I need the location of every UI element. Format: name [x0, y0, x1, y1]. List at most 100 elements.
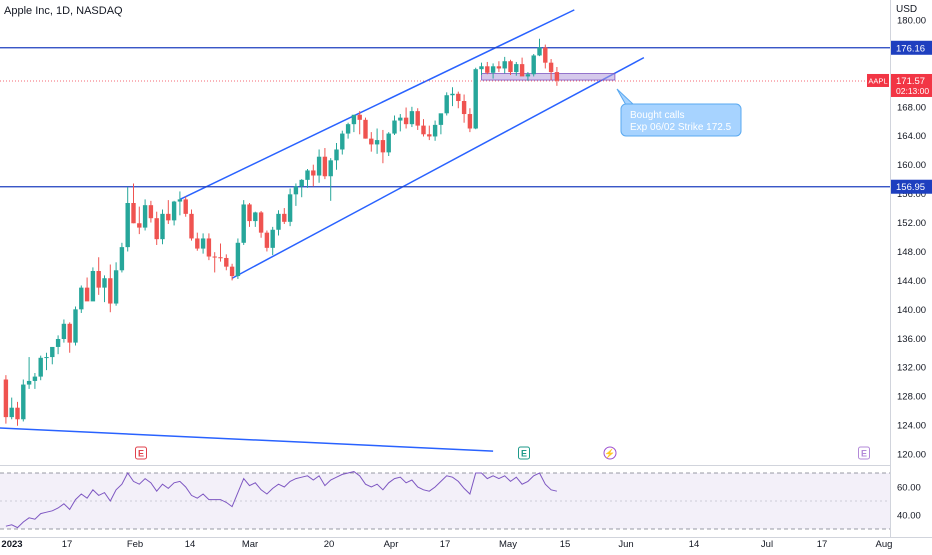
candle[interactable]	[345, 122, 351, 139]
candle[interactable]	[166, 200, 171, 224]
candle[interactable]	[235, 238, 241, 279]
candle[interactable]	[485, 61, 490, 75]
candle[interactable]	[392, 115, 397, 136]
candle[interactable]	[322, 148, 328, 180]
candle[interactable]	[554, 67, 560, 86]
candle[interactable]	[44, 352, 49, 371]
candle[interactable]	[427, 125, 432, 141]
candle[interactable]	[432, 120, 438, 141]
earnings-marker[interactable]: E	[518, 446, 530, 460]
candle[interactable]	[467, 108, 473, 133]
candle[interactable]	[502, 56, 507, 74]
candle[interactable]	[490, 63, 496, 79]
candle[interactable]	[328, 158, 333, 201]
candle[interactable]	[119, 242, 125, 273]
candle[interactable]	[224, 254, 229, 271]
candle[interactable]	[142, 199, 148, 231]
candle[interactable]	[61, 319, 67, 343]
candle[interactable]	[108, 264, 113, 313]
candle[interactable]	[79, 285, 84, 313]
candle[interactable]	[531, 53, 536, 77]
candle[interactable]	[90, 267, 96, 302]
candle[interactable]	[241, 200, 246, 245]
candle[interactable]	[183, 196, 188, 217]
candle[interactable]	[340, 130, 345, 155]
candle[interactable]	[26, 357, 32, 389]
candle[interactable]	[258, 210, 264, 238]
candle[interactable]	[177, 191, 183, 216]
trendline-3[interactable]	[0, 427, 494, 452]
candle[interactable]	[73, 306, 78, 346]
candle[interactable]	[137, 206, 142, 235]
candle[interactable]	[299, 179, 304, 198]
candle[interactable]	[206, 233, 212, 261]
candle[interactable]	[508, 59, 513, 75]
candle[interactable]	[496, 61, 502, 73]
candle[interactable]	[548, 59, 554, 81]
candle[interactable]	[229, 263, 235, 281]
candle[interactable]	[3, 375, 9, 424]
dividend-marker[interactable]: ⚡	[603, 446, 617, 460]
candle[interactable]	[316, 149, 322, 183]
candle[interactable]	[276, 210, 281, 236]
candle[interactable]	[305, 169, 310, 188]
candle[interactable]	[253, 211, 258, 227]
time-axis[interactable]	[0, 537, 932, 550]
candle[interactable]	[67, 322, 72, 353]
candle[interactable]	[84, 277, 90, 302]
candle[interactable]	[125, 187, 130, 252]
candle[interactable]	[218, 243, 223, 262]
candle[interactable]	[131, 183, 136, 224]
support-zone[interactable]	[481, 73, 616, 81]
candle[interactable]	[21, 379, 26, 422]
trendline-1[interactable]	[179, 9, 575, 201]
candle[interactable]	[450, 87, 455, 107]
candle[interactable]	[351, 114, 357, 133]
candle[interactable]	[543, 44, 548, 69]
candle[interactable]	[148, 200, 154, 223]
candle[interactable]	[519, 57, 525, 77]
candle[interactable]	[421, 119, 426, 137]
candle[interactable]	[293, 183, 299, 206]
candle[interactable]	[212, 252, 217, 273]
candle[interactable]	[247, 203, 252, 227]
candle[interactable]	[96, 257, 101, 295]
candle[interactable]	[38, 355, 43, 381]
candle[interactable]	[386, 132, 391, 156]
candle[interactable]	[525, 72, 531, 81]
candle[interactable]	[537, 38, 542, 57]
candle[interactable]	[50, 346, 55, 365]
candle[interactable]	[287, 188, 293, 227]
candle[interactable]	[200, 233, 206, 254]
rsi-line[interactable]	[5, 471, 558, 529]
candle[interactable]	[461, 94, 467, 123]
candle[interactable]	[444, 92, 449, 116]
trendline-2[interactable]	[231, 56, 645, 279]
candle[interactable]	[9, 397, 14, 420]
candle[interactable]	[415, 108, 420, 130]
candle[interactable]	[154, 211, 159, 245]
candle[interactable]	[369, 132, 374, 152]
candle[interactable]	[334, 142, 339, 170]
candle[interactable]	[357, 111, 362, 135]
candle[interactable]	[438, 113, 444, 135]
candle[interactable]	[363, 117, 368, 139]
candle[interactable]	[195, 232, 200, 251]
candle[interactable]	[403, 107, 409, 129]
candle[interactable]	[380, 129, 386, 164]
candle[interactable]	[409, 106, 415, 128]
candle[interactable]	[514, 61, 519, 76]
earnings-marker[interactable]: E	[135, 446, 147, 460]
candle[interactable]	[282, 208, 287, 224]
candle[interactable]	[264, 230, 270, 252]
candle[interactable]	[374, 128, 380, 154]
earnings-marker[interactable]: E	[858, 446, 870, 460]
candle[interactable]	[171, 200, 177, 226]
candle[interactable]	[160, 209, 165, 245]
candle[interactable]	[311, 164, 316, 187]
candle[interactable]	[398, 114, 403, 132]
candle[interactable]	[102, 275, 107, 303]
candle[interactable]	[473, 67, 478, 130]
